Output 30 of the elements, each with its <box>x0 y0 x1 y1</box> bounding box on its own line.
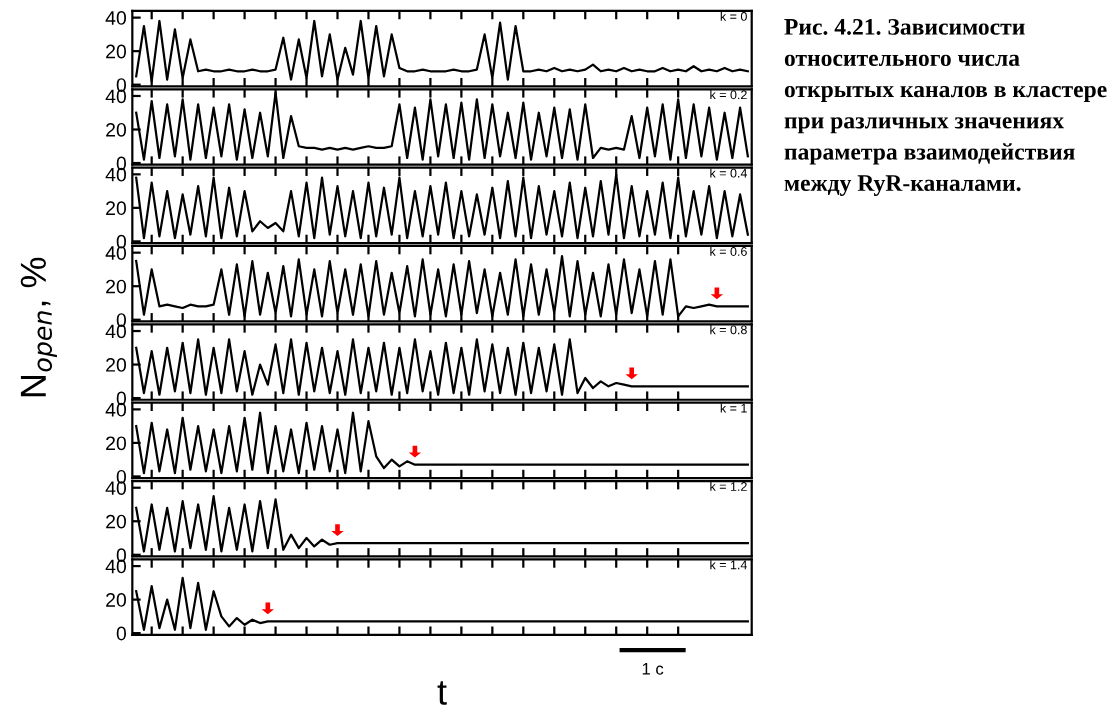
y-tick-label: 40 <box>105 246 127 260</box>
y-tick-label: 20 <box>106 436 127 451</box>
y-tick-label: 40 <box>105 11 127 25</box>
y-tick-label: 0 <box>116 234 127 249</box>
y-tick-label: 40 <box>105 167 127 182</box>
y-tick-label: 0 <box>116 469 127 484</box>
y-tick-label: 20 <box>106 514 127 529</box>
y-tick-label: 20 <box>106 593 127 607</box>
y-tick-label: 20 <box>106 201 127 216</box>
x-axis-title: t <box>437 681 447 705</box>
y-tick-label: 20 <box>106 44 127 59</box>
y-tick-label: 0 <box>116 78 127 92</box>
y-tick-label: 40 <box>105 89 127 104</box>
y-tick-label: 20 <box>106 279 127 294</box>
y-tick-label: 0 <box>116 548 127 563</box>
line-series <box>135 19 749 83</box>
y-tick-label: 40 <box>105 481 127 495</box>
y-tick-label: 0 <box>116 626 127 641</box>
text: Рис. 4.21. Зависимости относительного числа открытых каналов в кластере при различных значениях параметра взаимодействия между RyR-каналами. <box>784 18 1107 196</box>
y-tick-label: 40 <box>105 559 127 574</box>
y-tick-label: 40 <box>105 324 127 339</box>
y-tick-label: 0 <box>116 156 127 171</box>
y-tick-label: 20 <box>106 358 127 372</box>
line-series <box>135 254 749 318</box>
y-tick-label: 40 <box>105 402 127 417</box>
text: 1 c <box>642 663 664 675</box>
line-series <box>135 411 749 475</box>
y-tick-label: 20 <box>106 122 127 137</box>
y-tick-label: 0 <box>116 391 127 406</box>
y-axis-title: N$_{open}$, % <box>20 257 57 397</box>
